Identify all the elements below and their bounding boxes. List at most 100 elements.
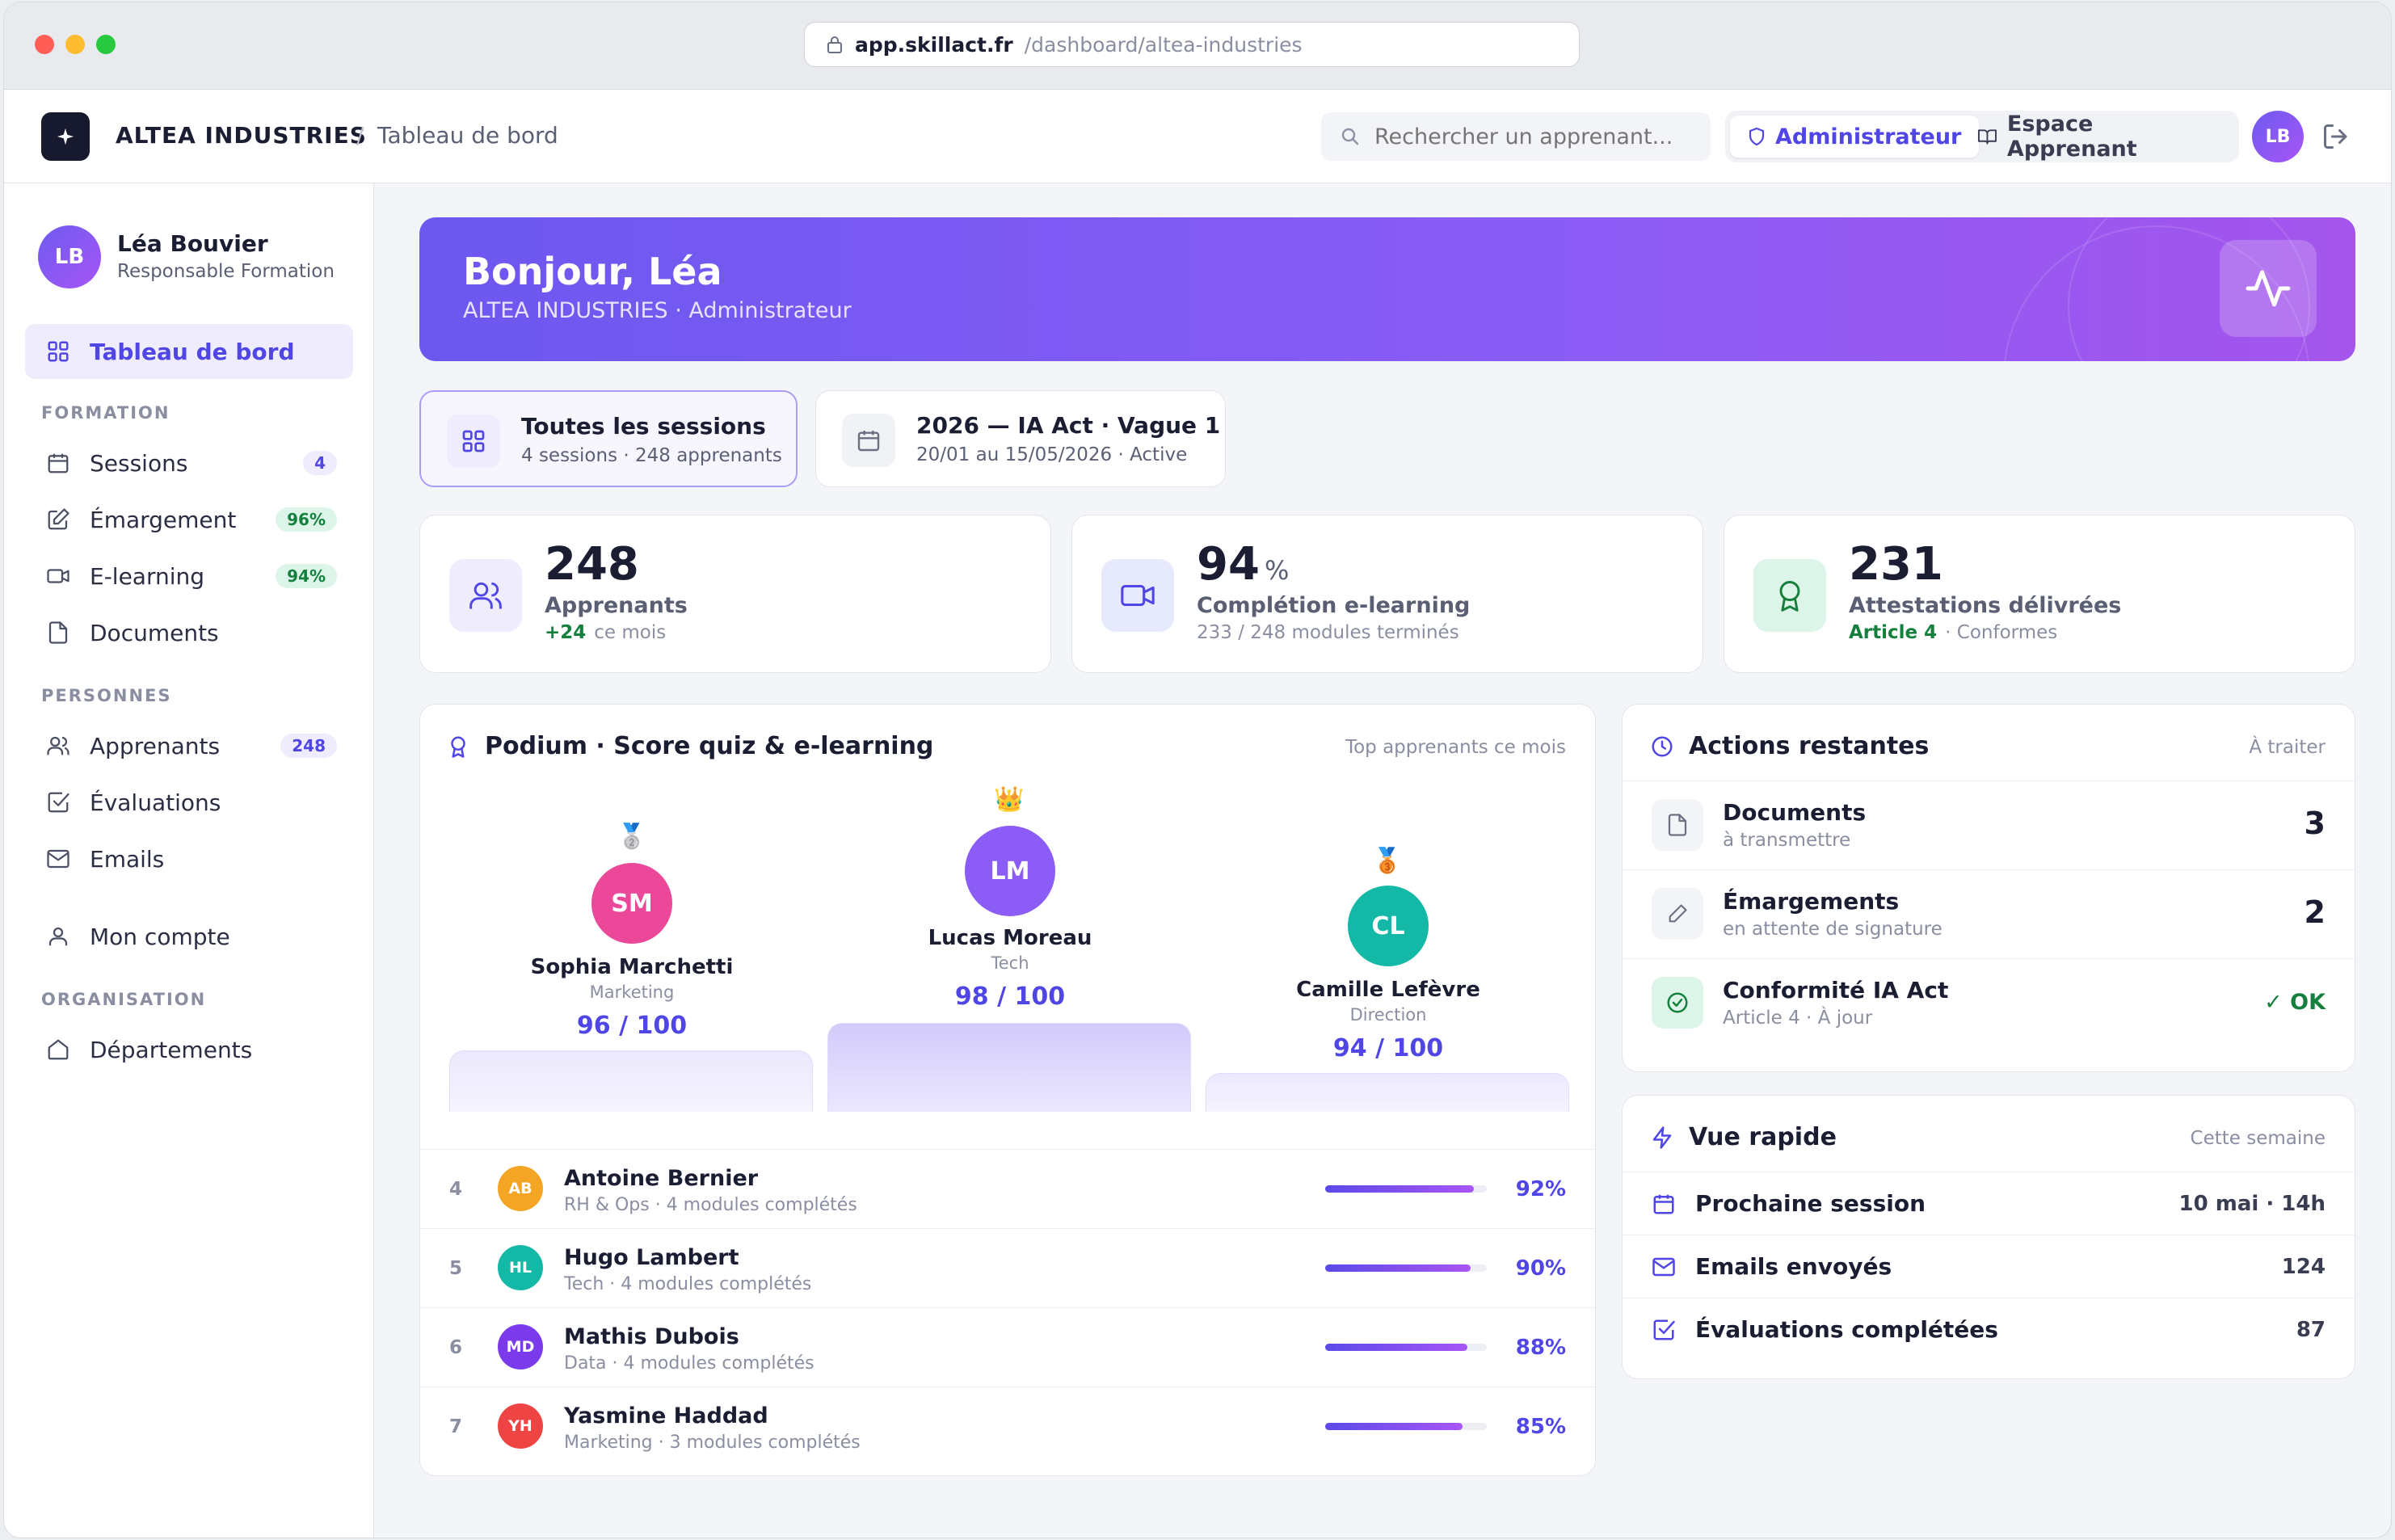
action-row-conformite[interactable]: Conformité IA Act Article 4 · À jour ✓ O… [1623, 958, 2355, 1047]
breadcrumb-current: Tableau de bord [377, 122, 558, 149]
logout-icon[interactable] [2321, 122, 2351, 151]
app-topbar: ALTEA INDUSTRIES / Tableau de bord Admin… [4, 90, 2391, 183]
quick-label: Emails envoyés [1695, 1253, 1892, 1280]
crown-icon: 👑 [994, 785, 1025, 814]
podium-dept: Direction [1349, 1005, 1427, 1025]
quick-view-title: Vue rapide [1650, 1123, 1837, 1151]
quick-row-evaluations[interactable]: Évaluations complétées 87 [1623, 1298, 2355, 1361]
podium-avatar[interactable]: SM [591, 863, 672, 944]
progress-percent: 92% [1515, 1177, 1566, 1201]
podium-name: Sophia Marchetti [530, 955, 734, 979]
ranking-row[interactable]: 4 AB Antoine Bernier RH & Ops · 4 modules c… [420, 1149, 1595, 1228]
sidebar-item-evaluations[interactable]: Évaluations [25, 775, 353, 830]
sidebar-item-label: Départements [90, 1036, 253, 1063]
award-icon [451, 736, 465, 758]
home-icon [48, 1039, 69, 1060]
learner-subtitle: RH & Ops · 4 modules complétés [564, 1195, 857, 1215]
grid-icon [48, 341, 69, 362]
compliance-status: ✓ OK [2264, 990, 2326, 1015]
session-card-title: 2026 — IA Act · Vague 1 [916, 412, 1221, 439]
action-row-documents[interactable]: Documents à transmettre 3 [1623, 781, 2355, 869]
close-window-button[interactable] [35, 35, 54, 54]
sidebar-item-documents[interactable]: Documents [25, 605, 353, 660]
org-name: ALTEA INDUSTRIES [116, 122, 367, 149]
bronze-medal-icon: 🥉 [1372, 847, 1403, 875]
podium-panel: Podium · Score quiz & e-learning Top app… [419, 704, 1596, 1476]
sidebar-item-label: Documents [90, 619, 219, 646]
learner-avatar[interactable]: YH [498, 1403, 543, 1449]
url-host: app.skillact.fr [855, 32, 1013, 57]
sidebar-item-emargement[interactable]: Émargement 96% [25, 492, 353, 547]
role-admin-label: Administrateur [1775, 124, 1962, 149]
sidebar-item-label: Tableau de bord [90, 338, 295, 365]
session-card-ia-act[interactable]: 2026 — IA Act · Vague 1 20/01 au 15/05/2… [815, 390, 1226, 487]
zap-icon [1652, 1126, 1672, 1149]
action-title: Documents [1723, 799, 1867, 826]
user-avatar[interactable]: LB [2252, 111, 2304, 162]
session-card-all[interactable]: Toutes les sessions 4 sessions · 248 app… [419, 390, 798, 487]
sidebar-user-role: Responsable Formation [117, 261, 335, 282]
learner-subtitle: Tech · 4 modules complétés [564, 1274, 812, 1294]
action-title: Émargements [1723, 888, 1900, 915]
learner-avatar[interactable]: HL [498, 1245, 543, 1290]
progress-percent: 85% [1515, 1415, 1566, 1439]
podium-avatar[interactable]: LM [965, 826, 1055, 916]
sidebar-item-label: Apprenants [90, 732, 221, 759]
action-subtitle: Article 4 · À jour [1723, 1008, 1873, 1029]
edit-icon [48, 508, 69, 530]
minimize-window-button[interactable] [65, 35, 85, 54]
podium-dept: Tech [991, 953, 1029, 973]
ranking-row[interactable]: 6 MD Mathis Dubois Data · 4 modules complét… [420, 1307, 1595, 1386]
quick-row-emails[interactable]: Emails envoyés 124 [1623, 1235, 2355, 1298]
progress-bar [1325, 1344, 1487, 1351]
rank-number: 4 [449, 1179, 463, 1200]
actions-meta: À traiter [2249, 737, 2326, 758]
action-title: Conformité IA Act [1723, 977, 1949, 1004]
podium-step-first [827, 1023, 1191, 1112]
sidebar-item-elearning[interactable]: E-learning 94% [25, 549, 353, 604]
sidebar-item-departements[interactable]: Départements [25, 1022, 353, 1077]
ranking-row[interactable]: 7 YH Yasmine Haddad Marketing · 3 modules c… [420, 1386, 1595, 1466]
sidebar-item-label: Mon compte [90, 923, 230, 950]
podium-title: Podium · Score quiz & e-learning [446, 732, 933, 760]
search-box[interactable] [1321, 112, 1711, 161]
quick-view-meta: Cette semaine [2190, 1128, 2326, 1149]
greeting-title: Bonjour, Léa [463, 250, 722, 293]
learner-avatar[interactable]: AB [498, 1166, 543, 1211]
section-label-formation: FORMATION [41, 403, 170, 423]
lock-icon [827, 36, 842, 53]
sidebar-item-label: Évaluations [90, 789, 221, 816]
action-count: 2 [2304, 894, 2326, 930]
sidebar-item-dashboard[interactable]: Tableau de bord [25, 324, 353, 379]
elearning-rate-badge: 94% [276, 564, 337, 588]
calendar-icon [48, 453, 69, 473]
search-input[interactable] [1374, 124, 1698, 149]
sidebar-item-label: Sessions [90, 449, 188, 477]
quick-row-session[interactable]: Prochaine session 10 mai · 14h [1623, 1172, 2355, 1235]
section-label-personnes: PERSONNES [41, 686, 172, 705]
learner-subtitle: Marketing · 3 modules complétés [564, 1433, 861, 1453]
sidebar-user-avatar[interactable]: LB [38, 225, 101, 288]
learner-subtitle: Data · 4 modules complétés [564, 1353, 814, 1374]
sidebar-item-mon-compte[interactable]: Mon compte [25, 909, 353, 964]
role-admin-button[interactable]: Administrateur [1730, 116, 1980, 158]
quick-value: 87 [2296, 1318, 2326, 1342]
ranking-row[interactable]: 5 HL Hugo Lambert Tech · 4 modules complété… [420, 1228, 1595, 1307]
learner-name: Mathis Dubois [564, 1324, 739, 1349]
apprenants-count-badge: 248 [280, 734, 337, 758]
podium-avatar[interactable]: CL [1348, 886, 1429, 966]
maximize-window-button[interactable] [96, 35, 116, 54]
progress-fill [1325, 1344, 1467, 1351]
sidebar-item-apprenants[interactable]: Apprenants 248 [25, 718, 353, 773]
learner-avatar[interactable]: MD [498, 1324, 543, 1370]
app-logo[interactable] [41, 112, 90, 161]
role-learner-button[interactable]: Espace Apprenant [1959, 112, 2239, 162]
activity-icon [2220, 240, 2317, 337]
sidebar-item-emails[interactable]: Emails [25, 831, 353, 886]
action-row-emargements[interactable]: Émargements en attente de signature 2 [1623, 869, 2355, 958]
actions-panel: Actions restantes À traiter Documents à … [1622, 704, 2355, 1072]
calendar-icon [1653, 1194, 1674, 1214]
stat-label: Apprenants [545, 593, 688, 618]
sidebar-item-sessions[interactable]: Sessions 4 [25, 435, 353, 490]
address-bar[interactable]: app.skillact.fr /dashboard/altea-industr… [804, 22, 1580, 67]
